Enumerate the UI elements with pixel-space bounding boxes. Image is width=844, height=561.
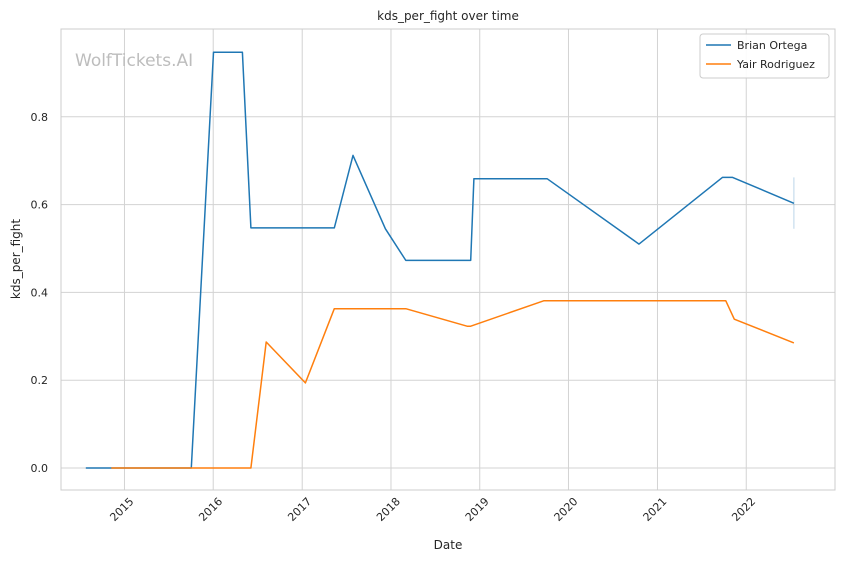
- series-line-1: [85, 51, 795, 469]
- plot-frame: [60, 28, 836, 491]
- y-tick-label: 0.2: [31, 374, 49, 387]
- y-tick-label: 0.8: [31, 111, 49, 124]
- grid: [61, 29, 835, 490]
- y-tick-labels: 0.0 0.2 0.4 0.6 0.8: [31, 111, 49, 475]
- y-tick-label: 0.6: [31, 199, 49, 212]
- y-tick-label: 0.4: [31, 286, 49, 299]
- x-axis-label: Date: [434, 538, 463, 552]
- legend-label-series-2: Yair Rodriguez: [736, 58, 815, 71]
- series-lines: [85, 51, 795, 469]
- series-line-2: [111, 300, 795, 469]
- y-axis-label: kds_per_fight: [9, 219, 23, 300]
- watermark: WolfTickets.AI: [75, 51, 193, 71]
- y-tick-label: 0.0: [31, 462, 49, 475]
- legend-box: [699, 33, 830, 79]
- legend: Brian Ortega Yair Rodriguez: [699, 33, 830, 79]
- legend-label-series-1: Brian Ortega: [737, 39, 807, 52]
- chart-title: kds_per_fight over time: [377, 9, 519, 23]
